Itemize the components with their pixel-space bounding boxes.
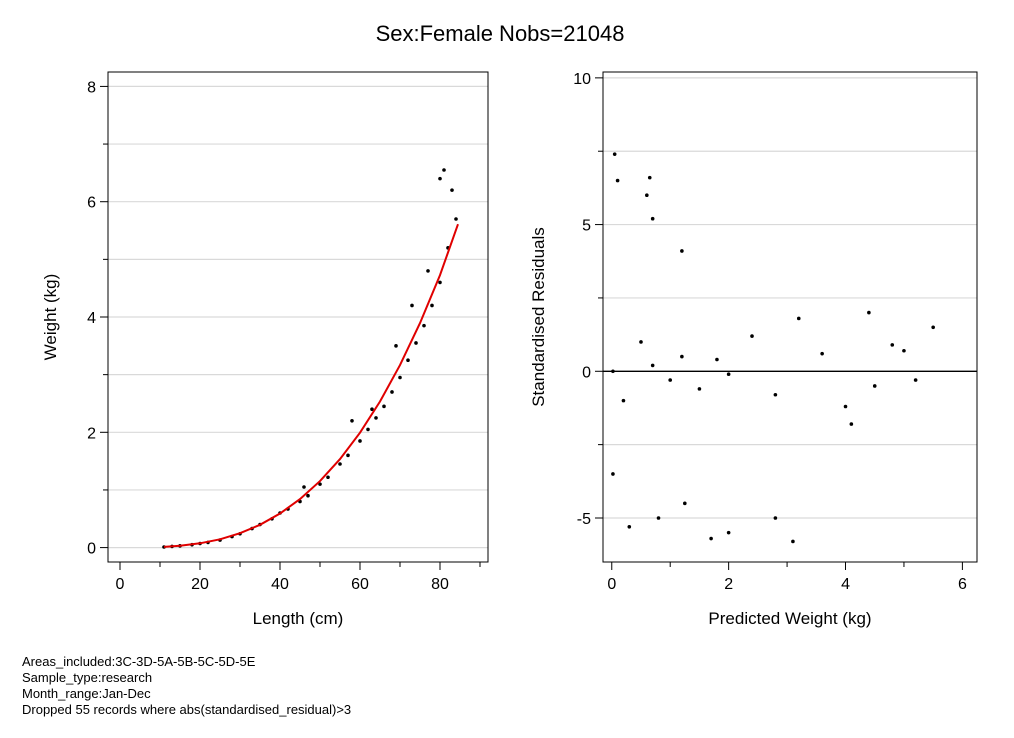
data-point — [358, 439, 362, 443]
data-point — [611, 472, 615, 476]
data-point — [394, 344, 398, 348]
data-point — [820, 351, 824, 356]
data-point — [872, 384, 877, 388]
data-point — [680, 354, 684, 359]
data-point — [902, 348, 906, 353]
data-point — [668, 378, 673, 382]
x-tick-label: 60 — [351, 576, 369, 593]
data-point — [406, 358, 410, 363]
data-point — [430, 303, 434, 308]
data-point — [796, 316, 801, 321]
plot-frame — [602, 71, 978, 563]
data-point — [390, 390, 394, 394]
note-dropped: Dropped 55 records where abs(standardise… — [22, 702, 352, 717]
data-point — [931, 325, 935, 330]
data-point — [611, 369, 615, 374]
x-axis-title: Length (cm) — [253, 609, 344, 628]
y-tick-label: 2 — [87, 425, 96, 442]
x-tick-label: 0 — [607, 576, 616, 593]
y-tick-label: 8 — [87, 79, 96, 96]
notes-block: Areas_included:3C-3D-5A-5B-5C-5D-5E Samp… — [22, 654, 351, 718]
data-point — [913, 378, 918, 382]
data-point — [645, 193, 649, 198]
x-tick-label: 40 — [271, 576, 289, 593]
data-point — [627, 524, 632, 529]
x-tick-label: 20 — [191, 576, 209, 593]
data-point — [326, 475, 330, 480]
x-tick-label: 80 — [431, 576, 449, 593]
data-point — [656, 516, 661, 520]
data-point — [683, 501, 687, 506]
data-point — [639, 340, 643, 344]
data-point — [867, 310, 871, 315]
figure-title: Sex:Female Nobs=21048 — [376, 21, 625, 46]
data-point — [650, 363, 655, 368]
y-tick-label: -5 — [577, 511, 591, 528]
data-point — [302, 485, 306, 489]
y-tick-label: 0 — [87, 541, 96, 558]
data-point — [709, 536, 713, 541]
data-point — [426, 269, 430, 273]
x-axis-title: Predicted Weight (kg) — [708, 609, 871, 628]
note-sample-type: Sample_type:research — [22, 670, 153, 685]
data-point — [366, 427, 370, 432]
data-point — [438, 280, 442, 285]
y-axis-title: Standardised Residuals — [529, 227, 548, 407]
data-point — [843, 404, 848, 409]
data-point — [454, 217, 458, 221]
data-point — [773, 392, 778, 397]
data-point — [650, 216, 655, 221]
data-point — [398, 375, 402, 380]
data-point — [410, 303, 414, 308]
data-point — [306, 493, 310, 498]
data-point — [726, 530, 731, 535]
y-tick-label: 6 — [87, 195, 96, 212]
y-tick-label: 10 — [573, 71, 591, 88]
length-weight-panel: 0 20 40 60 80 0 2 4 6 8 Length (cm) Weight (kg) — [41, 71, 489, 628]
data-point — [680, 249, 684, 253]
x-tick-label: 4 — [841, 576, 850, 593]
data-point — [422, 323, 426, 328]
x-tick-label: 2 — [724, 576, 733, 593]
residuals-panel: 0 2 4 6 -5 0 5 10 Predicted Weight (kg) Standardi… — [529, 71, 978, 628]
data-point — [382, 404, 386, 409]
data-point — [621, 398, 626, 403]
data-point — [647, 175, 652, 180]
data-point — [346, 453, 350, 458]
data-point — [350, 418, 354, 423]
data-point — [450, 188, 454, 192]
fit-line — [163, 223, 459, 548]
data-point — [697, 387, 702, 391]
data-point — [438, 176, 442, 181]
note-month-range: Month_range:Jan-Dec — [22, 686, 151, 701]
data-point — [370, 407, 374, 412]
y-tick-label: 0 — [582, 364, 591, 381]
y-axis-title: Weight (kg) — [41, 274, 60, 361]
data-point — [890, 343, 895, 347]
y-tick-label: 5 — [582, 218, 591, 235]
data-point — [318, 482, 322, 486]
data-point — [338, 462, 342, 466]
data-point — [715, 357, 719, 362]
data-point — [849, 422, 854, 426]
data-point — [750, 334, 754, 338]
data-point — [791, 539, 795, 544]
data-point — [612, 152, 617, 156]
data-point — [374, 416, 378, 420]
x-tick-label: 0 — [116, 576, 125, 593]
data-point — [773, 516, 778, 520]
data-point — [615, 178, 620, 183]
note-areas: Areas_included:3C-3D-5A-5B-5C-5D-5E — [22, 654, 256, 669]
data-point — [442, 168, 446, 172]
data-point — [726, 372, 731, 377]
y-tick-label: 4 — [87, 310, 96, 327]
data-point — [414, 341, 418, 345]
x-tick-label: 6 — [958, 576, 967, 593]
